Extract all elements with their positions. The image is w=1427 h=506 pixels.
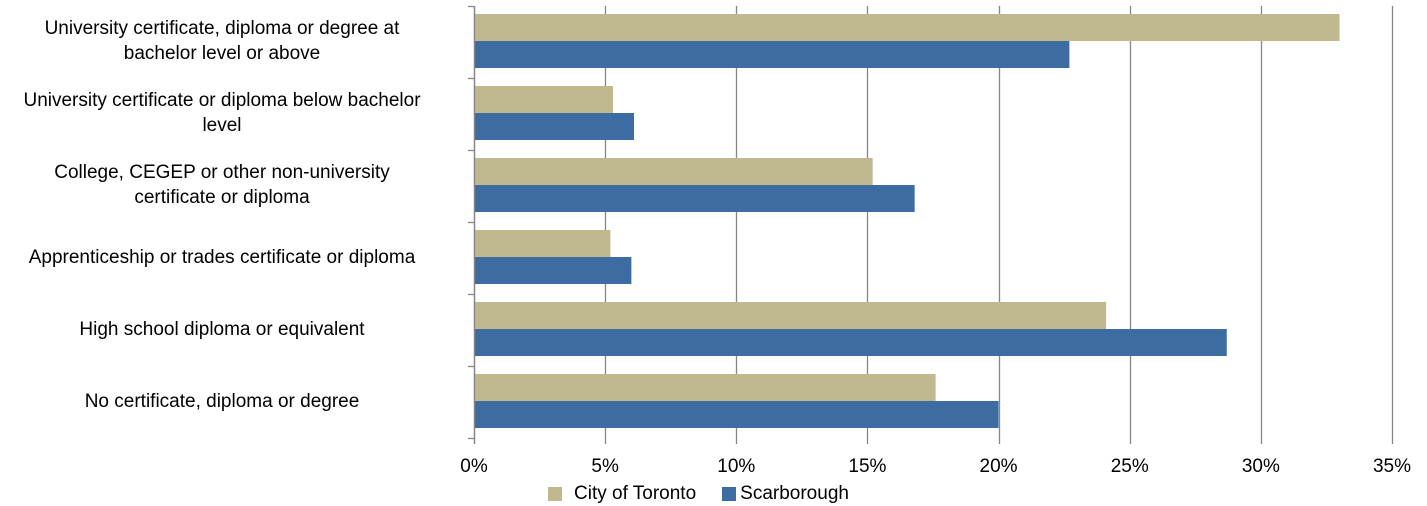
x-tick-label: 0% [460,456,488,477]
category-label-line: High school diploma or equivalent [79,318,365,340]
category-label-line: College, CEGEP or other non-university [54,162,390,183]
legend-label-scarborough: Scarborough [740,483,849,504]
category-label: University certificate, diploma or degre… [0,16,457,66]
bar-scarborough-3 [474,257,632,284]
category-label: No certificate, diploma or degree [0,389,457,414]
x-tick-label: 30% [1242,456,1280,477]
x-tick-label: 35% [1373,456,1411,477]
category-label-line: certificate or diploma [134,187,310,208]
category-label-line: level [202,115,242,136]
x-tick-label: 15% [848,456,886,477]
category-label: Apprenticeship or trades certificate or … [0,245,457,270]
legend-label-city-of-toronto: City of Toronto [574,483,697,504]
bar-scarborough-4 [474,329,1227,356]
legend-item-city-of-toronto: City of Toronto [548,483,696,505]
bar-city-of-toronto-3 [474,230,611,257]
bar-city-of-toronto-1 [474,86,614,113]
legend: City of Toronto Scarborough [548,483,875,505]
bar-city-of-toronto-2 [474,158,873,185]
legend-swatch-scarborough [722,487,737,501]
category-label-line: bachelor level or above [123,43,321,64]
bar-scarborough-0 [474,41,1070,68]
category-label-line: University certificate or diploma below … [23,90,421,111]
bar-scarborough-5 [474,401,999,428]
category-label: College, CEGEP or other non-university ce… [0,160,457,210]
bar-scarborough-1 [474,113,634,140]
x-tick-label: 10% [717,456,755,477]
category-label-line: University certificate, diploma or degre… [44,18,400,39]
bar-scarborough-2 [474,185,915,212]
legend-swatch-city-of-toronto [548,487,562,501]
x-tick-label: 5% [591,456,619,477]
x-tick-label: 25% [1111,456,1149,477]
bar-city-of-toronto-5 [474,374,936,401]
category-label: High school diploma or equivalent [0,317,457,342]
bar-city-of-toronto-4 [474,302,1107,329]
category-label: University certificate or diploma below … [0,88,457,138]
legend-item-scarborough: Scarborough [722,483,849,505]
category-label-line: No certificate, diploma or degree [84,390,360,412]
x-tick-label: 20% [980,456,1018,477]
bar-city-of-toronto-0 [474,14,1340,41]
category-label-line: Apprenticeship or trades certificate or … [28,246,416,268]
